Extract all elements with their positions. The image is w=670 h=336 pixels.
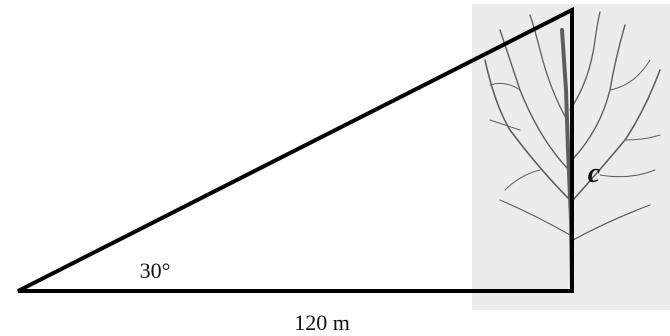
height-label: c (588, 158, 601, 189)
page: 30° 120 m c (() => { const data = JSON.p… (0, 0, 670, 336)
angle-label: 30° (140, 258, 171, 283)
diagram: 30° 120 m c (0, 0, 670, 336)
base-label: 120 m (294, 310, 350, 335)
